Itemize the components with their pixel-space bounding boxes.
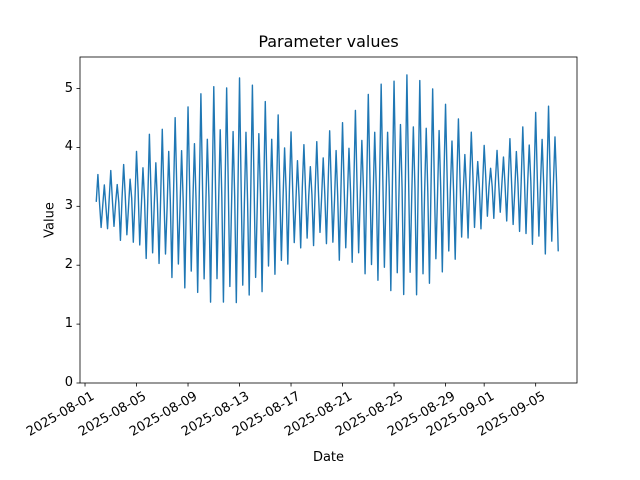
y-tick-label: 4 <box>64 139 73 155</box>
y-tick-label: 1 <box>64 316 73 332</box>
y-tick-label: 5 <box>64 80 73 96</box>
axes-frame <box>79 56 578 384</box>
x-axis-label: Date <box>312 450 345 465</box>
chart-title: Parameter values <box>258 32 399 51</box>
y-tick-label: 3 <box>64 198 73 214</box>
y-tick-label: 0 <box>64 375 73 390</box>
data-line <box>95 74 559 304</box>
y-tick-label: 2 <box>64 257 73 273</box>
